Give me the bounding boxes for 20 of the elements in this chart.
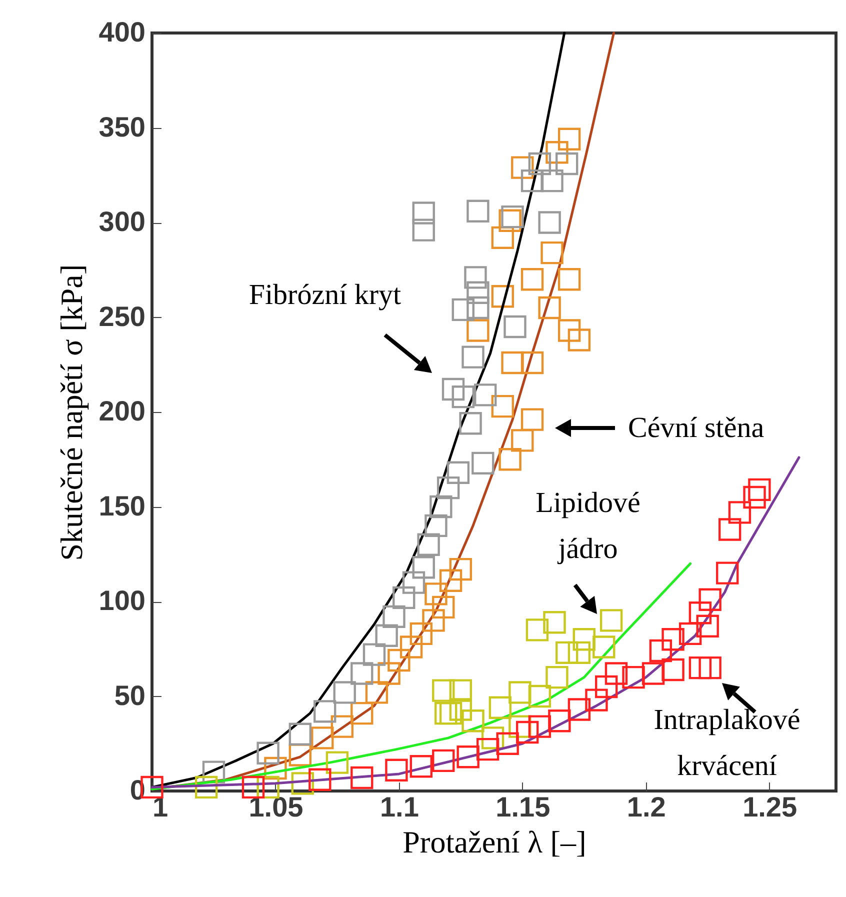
- x-tick-label: 1.05: [248, 792, 304, 822]
- x-axis-title: Protažení λ [–]: [402, 824, 586, 860]
- y-tick-label: 200: [98, 396, 146, 426]
- annotation: Fibrózní kryt: [248, 278, 402, 311]
- x-tick-label: 1.2: [626, 792, 666, 822]
- x-tick-label: 1.25: [742, 792, 798, 822]
- y-tick-label: 400: [98, 16, 146, 48]
- annotation: Intraplakové krvácení: [654, 704, 800, 782]
- y-tick-label: 250: [98, 300, 146, 332]
- x-tick-label: 1.15: [496, 792, 550, 822]
- x-tick-label: 1.1: [380, 792, 419, 822]
- y-axis-title: Skutečné napětí σ [kPa]: [54, 264, 89, 561]
- y-tick-label: 150: [98, 490, 146, 522]
- annotation: Lipidové jádro: [536, 486, 640, 565]
- y-tick-label: 100: [98, 585, 146, 616]
- annotation: Cévní stěna: [628, 412, 764, 444]
- x-tick-label: 1: [152, 792, 168, 822]
- y-tick-label: 350: [98, 111, 146, 142]
- y-tick-label: 50: [114, 680, 146, 711]
- y-tick-label: 300: [98, 206, 146, 237]
